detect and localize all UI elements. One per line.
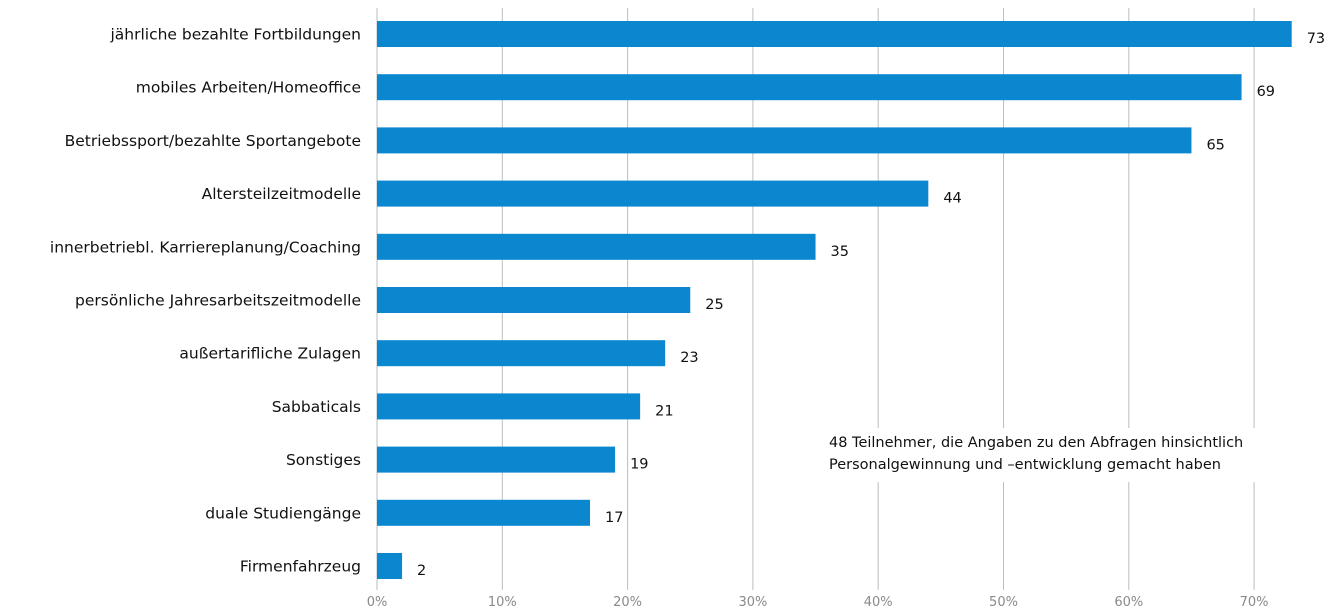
value-label: 73 bbox=[1307, 31, 1325, 47]
chart-annotation: 48 Teilnehmer, die Angaben zu den Abfrag… bbox=[829, 428, 1329, 482]
category-label: jährliche bezahlte Fortbildungen bbox=[109, 26, 361, 44]
category-label: Betriebssport/bezahlte Sportangebote bbox=[65, 132, 361, 150]
category-label: Altersteilzeitmodelle bbox=[202, 185, 361, 203]
value-label: 25 bbox=[705, 297, 723, 313]
value-label: 19 bbox=[630, 457, 648, 473]
value-label: 2 bbox=[417, 563, 426, 579]
bar bbox=[377, 446, 616, 473]
bar bbox=[377, 340, 666, 367]
value-label: 17 bbox=[605, 510, 623, 526]
bar bbox=[377, 233, 816, 260]
bar bbox=[377, 553, 403, 579]
bar bbox=[377, 21, 1292, 47]
category-label: mobiles Arbeiten/Homeoffice bbox=[136, 79, 361, 97]
category-label: Firmenfahrzeug bbox=[240, 558, 361, 576]
category-label: Sonstiges bbox=[286, 451, 361, 469]
x-tick-label: 40% bbox=[864, 595, 893, 610]
x-tick-label: 20% bbox=[613, 595, 642, 610]
labels: jährliche bezahlte Fortbildungen 73 mobile… bbox=[50, 26, 1325, 580]
bar bbox=[377, 180, 929, 207]
x-tick-label: 0% bbox=[367, 595, 388, 610]
x-tick-label: 60% bbox=[1114, 595, 1143, 610]
annotation-line-2: Personalgewinnung und –entwicklung gemac… bbox=[829, 457, 1221, 473]
value-label: 23 bbox=[680, 350, 698, 366]
value-label: 44 bbox=[943, 191, 961, 207]
category-label: Sabbaticals bbox=[272, 398, 361, 416]
category-label: außertarifliche Zulagen bbox=[179, 345, 361, 363]
x-tick-label: 30% bbox=[738, 595, 767, 610]
category-label: duale Studiengänge bbox=[205, 504, 361, 522]
value-label: 69 bbox=[1257, 84, 1275, 100]
bar bbox=[377, 393, 641, 420]
bar bbox=[377, 74, 1242, 101]
x-axis-ticks: 0% 10% 20% 30% 40% 50% 60% 70% bbox=[367, 595, 1269, 610]
bar bbox=[377, 287, 691, 313]
annotation-line-1: 48 Teilnehmer, die Angaben zu den Abfrag… bbox=[829, 435, 1244, 451]
x-tick-label: 70% bbox=[1240, 595, 1269, 610]
value-label: 65 bbox=[1206, 137, 1224, 153]
value-label: 21 bbox=[655, 403, 673, 419]
bar bbox=[377, 499, 591, 526]
value-label: 35 bbox=[831, 244, 849, 260]
category-label: persönliche Jahresarbeitszeitmodelle bbox=[75, 292, 361, 310]
bars bbox=[377, 21, 1292, 579]
bar bbox=[377, 127, 1192, 154]
x-tick-label: 50% bbox=[989, 595, 1018, 610]
category-label: innerbetriebl. Karriereplanung/Coaching bbox=[50, 238, 361, 256]
x-tick-label: 10% bbox=[488, 595, 517, 610]
